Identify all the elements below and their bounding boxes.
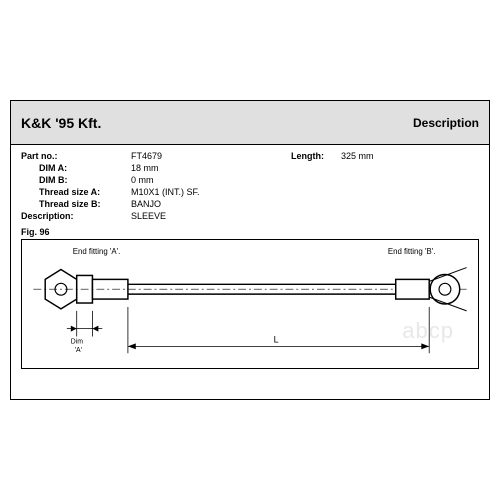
row-dimb: DIM B: 0 mm xyxy=(21,175,479,185)
sleeve-b xyxy=(396,279,429,299)
row-threadb: Thread size B: BANJO xyxy=(21,199,479,209)
dim-l-label: L xyxy=(274,334,279,344)
hose-diagram-svg: End fitting 'A'. End fitting 'B'. xyxy=(22,240,478,368)
value-threada: M10X1 (INT.) SF. xyxy=(131,187,291,197)
label-threada: Thread size A: xyxy=(21,187,131,197)
value-desc: SLEEVE xyxy=(131,211,291,221)
label-partno: Part no.: xyxy=(21,151,131,161)
spec-card: K&K '95 Kft. Description Part no.: FT467… xyxy=(10,100,490,400)
value-dima: 18 mm xyxy=(131,163,291,173)
dim-a-arrow2 xyxy=(92,326,98,332)
label-dima: DIM A: xyxy=(21,163,131,173)
spec-table: Part no.: FT4679 Length: 325 mm DIM A: 1… xyxy=(11,145,489,225)
figure-label: Fig. 96 xyxy=(11,225,489,237)
description-heading: Description xyxy=(413,116,479,130)
value-dimb: 0 mm xyxy=(131,175,291,185)
end-fitting-b-label: End fitting 'B'. xyxy=(388,247,436,256)
value-partno: FT4679 xyxy=(131,151,291,161)
banjo-bore xyxy=(439,283,451,295)
dim-text: Dim xyxy=(71,338,83,345)
label-threadb: Thread size B: xyxy=(21,199,131,209)
value-threadb: BANJO xyxy=(131,199,291,209)
diagram-container: End fitting 'A'. End fitting 'B'. xyxy=(21,239,479,369)
header-bar: K&K '95 Kft. Description xyxy=(11,101,489,145)
end-fitting-a-label: End fitting 'A'. xyxy=(73,247,121,256)
row-desc: Description: SLEEVE xyxy=(21,211,479,221)
dim-l-arrow1 xyxy=(128,343,136,349)
company-name: K&K '95 Kft. xyxy=(21,115,101,131)
dim-a-arrow1 xyxy=(71,326,77,332)
row-threada: Thread size A: M10X1 (INT.) SF. xyxy=(21,187,479,197)
label-length: Length: xyxy=(291,151,341,161)
value-length: 325 mm xyxy=(341,151,411,161)
row-dima: DIM A: 18 mm xyxy=(21,163,479,173)
label-dimb: DIM B: xyxy=(21,175,131,185)
label-desc: Description: xyxy=(21,211,131,221)
dim-a-text: 'A' xyxy=(75,347,82,354)
dim-l-arrow2 xyxy=(421,343,429,349)
row-partno: Part no.: FT4679 Length: 325 mm xyxy=(21,151,479,161)
